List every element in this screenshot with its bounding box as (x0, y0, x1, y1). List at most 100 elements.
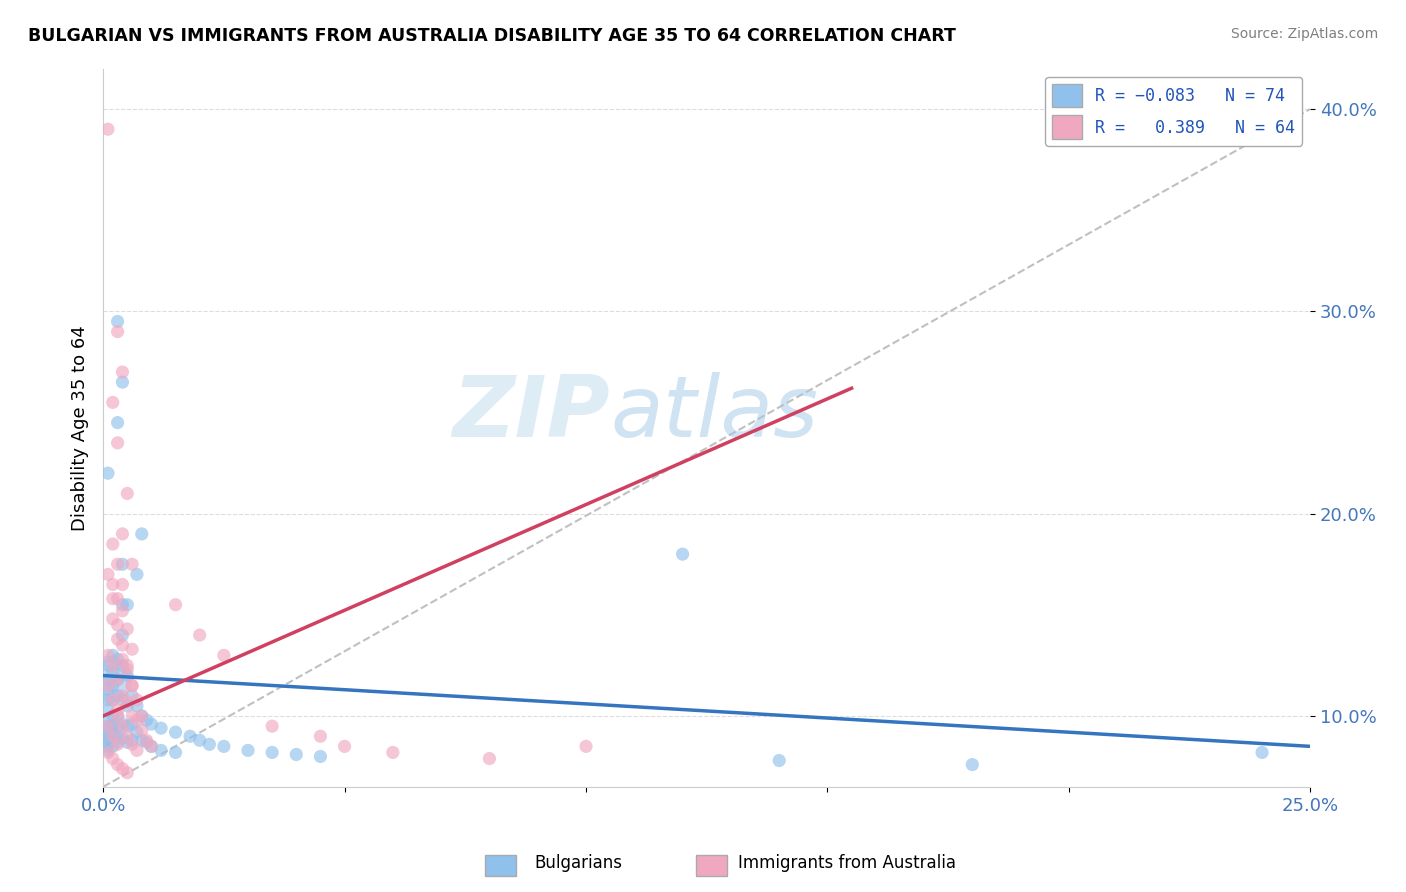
Point (135, 735, 157, 749)
Point (117, 668, 139, 682)
Point (97, 567, 120, 582)
Point (97, 658, 120, 673)
Point (111, 689, 134, 703)
Point (97, 682, 120, 697)
Point (97, 719, 120, 733)
Point (131, 709, 153, 723)
Point (111, 731, 134, 746)
Point (121, 737, 143, 751)
Point (179, 729, 201, 743)
Point (101, 648, 124, 663)
Point (97, 673, 120, 687)
Point (150, 721, 173, 735)
Point (97, 122, 120, 136)
Point (107, 709, 129, 723)
Text: BULGARIAN VS IMMIGRANTS FROM AUSTRALIA DISABILITY AGE 35 TO 64 CORRELATION CHART: BULGARIAN VS IMMIGRANTS FROM AUSTRALIA D… (28, 27, 956, 45)
Point (117, 486, 139, 500)
Point (135, 713, 157, 727)
Point (165, 746, 187, 760)
Point (111, 717, 134, 731)
Point (111, 365, 134, 379)
Point (117, 658, 139, 673)
Point (117, 735, 139, 749)
Text: Immigrants from Australia: Immigrants from Australia (738, 855, 956, 872)
Point (101, 719, 124, 733)
Point (117, 663, 139, 677)
Point (125, 743, 148, 757)
Point (107, 558, 129, 572)
Point (101, 537, 124, 551)
Point (962, 757, 984, 772)
Point (107, 435, 129, 450)
Point (285, 747, 308, 762)
Point (309, 749, 332, 764)
Legend: R = −0.083   N = 74, R =   0.389   N = 64: R = −0.083 N = 74, R = 0.389 N = 64 (1045, 77, 1302, 145)
Point (262, 719, 284, 733)
Text: atlas: atlas (610, 372, 818, 455)
Point (107, 618, 129, 632)
Point (101, 679, 124, 693)
Point (125, 567, 148, 582)
Point (117, 698, 139, 713)
Point (135, 733, 157, 747)
Point (150, 743, 173, 757)
Point (111, 762, 134, 776)
Point (188, 628, 211, 642)
Point (97, 723, 120, 738)
Point (111, 375, 134, 389)
Point (107, 591, 129, 606)
Text: Source: ZipAtlas.com: Source: ZipAtlas.com (1230, 27, 1378, 41)
Point (212, 648, 235, 663)
Point (97, 735, 120, 749)
Text: ZIP: ZIP (453, 372, 610, 455)
Text: Bulgarians: Bulgarians (534, 855, 623, 872)
Point (125, 713, 148, 727)
Point (97, 731, 120, 746)
Point (117, 622, 139, 636)
Point (671, 547, 693, 561)
Point (117, 598, 139, 612)
Point (107, 757, 129, 772)
Point (141, 739, 163, 754)
Point (111, 652, 134, 666)
Point (117, 765, 139, 780)
Point (121, 679, 143, 693)
Point (141, 717, 163, 731)
Point (101, 577, 124, 591)
Point (97, 727, 120, 741)
Point (107, 325, 129, 339)
Point (111, 604, 134, 618)
Point (107, 737, 129, 751)
Point (131, 527, 153, 541)
Point (97, 719, 120, 733)
Y-axis label: Disability Age 35 to 64: Disability Age 35 to 64 (72, 325, 89, 531)
Point (101, 612, 124, 626)
Point (101, 751, 124, 765)
Point (97, 713, 120, 727)
Point (768, 754, 790, 768)
Point (97, 648, 120, 663)
Point (107, 416, 129, 430)
Point (111, 577, 134, 591)
Point (212, 739, 235, 754)
Point (97, 739, 120, 754)
Point (111, 598, 134, 612)
Point (478, 751, 501, 765)
Point (111, 658, 134, 673)
Point (97, 743, 120, 757)
Point (107, 652, 129, 666)
Point (107, 314, 129, 328)
Point (262, 746, 284, 760)
Point (101, 693, 124, 707)
Point (101, 709, 124, 723)
Point (1251, 746, 1274, 760)
Point (97, 693, 120, 707)
Point (107, 632, 129, 647)
Point (111, 638, 134, 652)
Point (236, 743, 259, 757)
Point (107, 703, 129, 717)
Point (125, 693, 148, 707)
Point (97, 703, 120, 717)
Point (101, 739, 124, 754)
Point (121, 709, 143, 723)
